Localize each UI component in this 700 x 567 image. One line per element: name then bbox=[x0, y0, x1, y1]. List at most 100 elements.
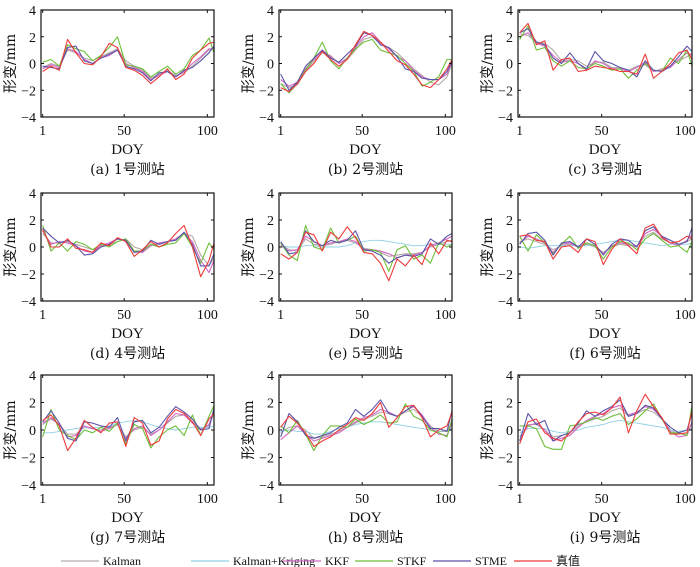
plot-frame bbox=[40, 192, 215, 302]
legend-item: STME bbox=[433, 554, 507, 567]
x-axis-label: DOY bbox=[111, 510, 144, 526]
y-tick-label: 2 bbox=[29, 31, 36, 46]
y-tick-label: 2 bbox=[29, 397, 36, 412]
series-line-truth bbox=[42, 224, 214, 278]
panel-i: −4 −2 0 2 4 1 50 100 DOY 形变/mm (i) 9号测站 bbox=[480, 369, 696, 546]
series-group bbox=[519, 22, 692, 79]
x-tick-label: 50 bbox=[117, 492, 131, 507]
x-tick-label: 100 bbox=[675, 124, 696, 139]
y-tick-label: −4 bbox=[259, 111, 274, 126]
panel-caption: (h) 8号测站 bbox=[328, 530, 403, 546]
series-group bbox=[280, 224, 452, 282]
x-tick-label: 1 bbox=[39, 308, 46, 323]
y-tick-label: 2 bbox=[29, 214, 36, 229]
x-tick-label: 100 bbox=[435, 124, 456, 139]
series-group bbox=[42, 224, 214, 278]
series-line-truth bbox=[42, 38, 214, 85]
y-axis-label: 形变/mm bbox=[480, 400, 496, 459]
series-group bbox=[42, 405, 214, 452]
series-group bbox=[280, 30, 452, 94]
x-tick-label: 100 bbox=[675, 308, 696, 323]
x-tick-label: 100 bbox=[197, 308, 218, 323]
series-line-stkf bbox=[519, 25, 692, 79]
x-tick-label: 50 bbox=[355, 308, 369, 323]
panel-d: −4 −2 0 2 4 1 50 100 DOY 形变/mm (d) 4号测站 bbox=[3, 187, 218, 362]
legend-item: STKF bbox=[355, 554, 427, 567]
panel-caption: (i) 9号测站 bbox=[570, 530, 641, 546]
legend-label: 真值 bbox=[556, 553, 580, 567]
y-tick-label: 4 bbox=[506, 187, 513, 202]
x-axis-label: DOY bbox=[589, 326, 622, 342]
panel-caption: (f) 6号测站 bbox=[569, 346, 640, 362]
y-tick-label: −2 bbox=[498, 84, 513, 99]
x-tick-label: 50 bbox=[355, 124, 369, 139]
y-tick-label: 2 bbox=[267, 397, 274, 412]
y-tick-label: 2 bbox=[506, 31, 513, 46]
y-axis-label: 形变/mm bbox=[3, 34, 19, 93]
series-line-stme bbox=[280, 230, 452, 264]
x-tick-label: 100 bbox=[435, 492, 456, 507]
y-tick-label: −2 bbox=[259, 452, 274, 467]
x-tick-label: 50 bbox=[117, 124, 131, 139]
y-tick-label: 4 bbox=[29, 4, 36, 19]
series-line-stme bbox=[519, 399, 692, 442]
series-group bbox=[519, 393, 692, 450]
y-tick-label: −2 bbox=[21, 268, 36, 283]
series-line-kalman-kriging bbox=[519, 239, 692, 249]
y-axis-label: 形变/mm bbox=[480, 217, 496, 276]
x-tick-label: 50 bbox=[595, 308, 609, 323]
panel-b: −4 −2 0 2 4 1 50 100 DOY 形变/mm (b) 2号测站 bbox=[241, 4, 456, 178]
series-line-kalman bbox=[42, 47, 214, 79]
panel-caption: (b) 2号测站 bbox=[328, 162, 403, 178]
x-axis-label: DOY bbox=[111, 326, 144, 342]
series-line-stkf bbox=[280, 403, 452, 452]
panel-c: −4 −2 0 2 4 1 50 100 DOY 形变/mm (c) 3号测站 bbox=[480, 4, 696, 178]
series-line-stkf bbox=[519, 232, 692, 260]
x-tick-label: 100 bbox=[675, 492, 696, 507]
y-tick-label: 4 bbox=[267, 187, 274, 202]
x-tick-label: 50 bbox=[595, 492, 609, 507]
legend-label: STME bbox=[475, 554, 507, 567]
y-axis-label: 形变/mm bbox=[3, 217, 19, 276]
x-tick-label: 1 bbox=[39, 124, 46, 139]
panel-g: −4 −2 0 2 4 1 50 100 DOY 形变/mm (g) 7号测站 bbox=[3, 369, 218, 546]
x-axis-label: DOY bbox=[349, 142, 382, 158]
y-tick-label: 0 bbox=[29, 58, 36, 73]
y-tick-label: −2 bbox=[259, 84, 274, 99]
legend-item: Kalman bbox=[61, 554, 141, 567]
y-tick-label: −4 bbox=[259, 479, 274, 494]
y-tick-label: −4 bbox=[21, 479, 36, 494]
y-tick-label: −4 bbox=[259, 295, 274, 310]
legend-label: Kalman+Kriging bbox=[233, 554, 315, 567]
y-tick-label: −2 bbox=[498, 268, 513, 283]
y-tick-label: 0 bbox=[29, 424, 36, 439]
y-tick-label: 4 bbox=[267, 4, 274, 19]
series-line-stme bbox=[280, 399, 452, 439]
y-tick-label: −4 bbox=[498, 479, 513, 494]
series-group bbox=[280, 399, 452, 452]
y-tick-label: 4 bbox=[506, 4, 513, 19]
y-tick-label: 0 bbox=[267, 424, 274, 439]
series-line-stme bbox=[519, 28, 692, 78]
panel-caption: (c) 3号测站 bbox=[568, 162, 642, 178]
x-tick-label: 50 bbox=[595, 124, 609, 139]
y-axis-label: 形变/mm bbox=[241, 34, 257, 93]
series-line-kkf bbox=[42, 48, 214, 81]
y-tick-label: 4 bbox=[267, 369, 274, 384]
plot-frame bbox=[278, 9, 453, 118]
series-line-truth bbox=[519, 223, 692, 266]
y-tick-label: 0 bbox=[267, 241, 274, 256]
y-tick-label: −2 bbox=[21, 84, 36, 99]
series-line-kalman-kriging bbox=[280, 239, 452, 248]
series-line-kkf bbox=[280, 235, 452, 259]
y-tick-label: 2 bbox=[506, 214, 513, 229]
y-axis-label: 形变/mm bbox=[480, 34, 496, 93]
series-line-stme bbox=[280, 32, 452, 91]
series-line-kalman bbox=[280, 36, 452, 89]
panel-caption: (d) 4号测站 bbox=[90, 346, 165, 362]
legend: Kalman Kalman+Kriging KKF STKF STME 真值 bbox=[61, 553, 580, 567]
panel-h: −4 −2 0 2 4 1 50 100 DOY 形变/mm (h) 8号测站 bbox=[241, 369, 456, 546]
series-line-stkf bbox=[42, 36, 214, 78]
